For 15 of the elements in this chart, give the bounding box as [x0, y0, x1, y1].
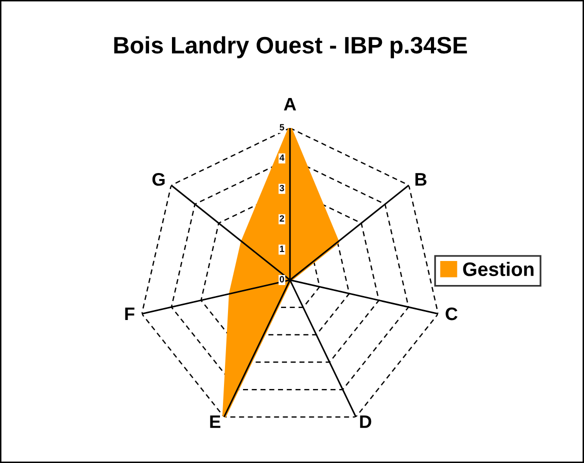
- spoke-label: B: [415, 173, 426, 186]
- chart-title: Bois Landry Ouest - IBP p.34SE: [114, 36, 467, 58]
- y-tick-label: 5: [280, 124, 284, 130]
- y-tick-label: 2: [280, 215, 284, 222]
- spoke-label: C: [446, 307, 458, 320]
- y-tick-label: 0: [280, 276, 284, 282]
- y-tick-label: 1: [280, 246, 284, 252]
- y-tick-label: 3: [280, 184, 284, 192]
- spoke-label: G: [152, 172, 165, 186]
- legend-label: Gestion: [463, 262, 534, 276]
- spoke-label: A: [284, 98, 296, 110]
- y-tick-label: 4: [280, 154, 284, 161]
- spoke-label: E: [210, 415, 220, 428]
- spoke-label: D: [360, 415, 372, 428]
- spoke-label: F: [125, 308, 134, 320]
